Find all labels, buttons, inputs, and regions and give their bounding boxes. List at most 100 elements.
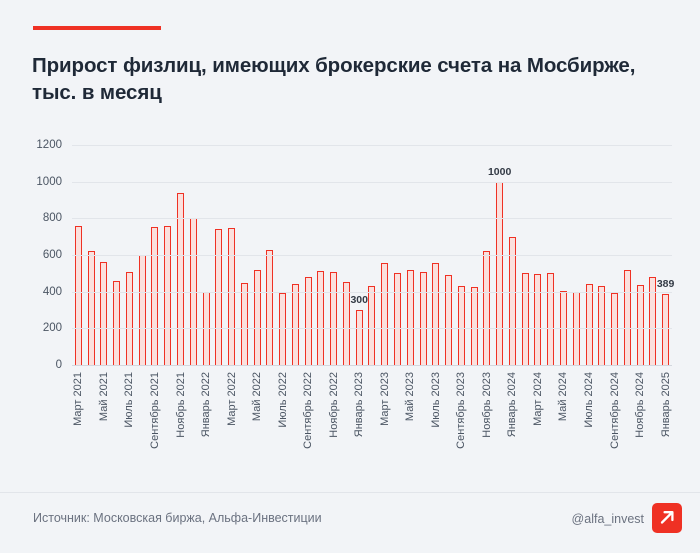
bar-item[interactable] (391, 145, 404, 365)
bar[interactable] (266, 250, 274, 365)
bar[interactable] (125, 272, 133, 365)
bar-item[interactable] (289, 145, 302, 365)
bar-item[interactable] (110, 145, 123, 365)
x-axis-tick-slot (110, 370, 123, 470)
bar-item[interactable] (506, 145, 519, 365)
bar[interactable] (636, 285, 644, 365)
bar-item[interactable]: 389 (657, 145, 674, 365)
bar[interactable] (304, 277, 312, 365)
bar[interactable] (406, 269, 414, 365)
x-axis-tick-slot: Сентябрь 2022 (302, 370, 315, 470)
x-axis-tick-label: Июль 2024 (583, 372, 595, 428)
bar[interactable] (240, 283, 248, 365)
bar-item[interactable] (149, 145, 162, 365)
bar[interactable] (508, 236, 516, 365)
bar-item[interactable] (315, 145, 328, 365)
y-axis: 0 200 400 600 800 1000 1200 (0, 132, 70, 371)
bar-item[interactable] (238, 145, 251, 365)
bar-item[interactable] (557, 145, 570, 365)
bar[interactable] (547, 273, 555, 365)
bar-item[interactable]: 300 (350, 145, 368, 365)
bar[interactable] (559, 290, 567, 365)
x-axis-tick-slot: Май 2023 (404, 370, 417, 470)
bar-item[interactable] (212, 145, 225, 365)
bar-item[interactable] (302, 145, 315, 365)
bar-item[interactable] (442, 145, 455, 365)
x-axis-tick-label: Январь 2024 (506, 372, 519, 438)
bar[interactable] (100, 262, 108, 365)
bar-item[interactable] (85, 145, 98, 365)
bar-item[interactable] (468, 145, 481, 365)
bar-item[interactable] (544, 145, 557, 365)
bar[interactable] (138, 255, 146, 365)
bar[interactable] (74, 225, 82, 365)
bar[interactable] (649, 277, 657, 365)
bar-item[interactable] (404, 145, 417, 365)
bar[interactable] (291, 284, 299, 365)
bar[interactable] (457, 286, 465, 365)
x-axis-tick-slot (366, 370, 379, 470)
gridline (72, 145, 672, 146)
bar-item[interactable] (455, 145, 468, 365)
x-axis-tick-slot (519, 370, 532, 470)
bar-item[interactable] (583, 145, 596, 365)
bar-item[interactable] (481, 145, 494, 365)
bar[interactable] (470, 287, 478, 365)
x-axis-tick-label: Январь 2022 (200, 372, 213, 438)
bar[interactable] (113, 280, 121, 365)
bar-item[interactable] (225, 145, 238, 365)
bar-item[interactable] (621, 145, 634, 365)
bar[interactable] (87, 251, 95, 365)
bar-item[interactable] (366, 145, 379, 365)
bar[interactable] (419, 271, 427, 365)
x-axis-tick-label: Май 2024 (557, 372, 570, 422)
bar-item[interactable] (98, 145, 111, 365)
bar[interactable] (496, 181, 504, 365)
diagonal-arrow-icon (652, 503, 682, 533)
x-axis-tick-slot: Май 2022 (251, 370, 264, 470)
bar[interactable] (355, 310, 363, 365)
bar[interactable] (381, 263, 389, 365)
bar-item[interactable] (340, 145, 353, 365)
bar[interactable] (317, 270, 325, 365)
bar-item[interactable] (251, 145, 264, 365)
bar[interactable] (445, 275, 453, 365)
y-axis-tick: 0 (55, 359, 62, 371)
bar-item[interactable] (174, 145, 187, 365)
bar[interactable] (662, 293, 670, 365)
bar-item[interactable] (417, 145, 430, 365)
bar[interactable] (598, 286, 606, 365)
gridline (72, 218, 672, 220)
bar[interactable] (215, 229, 223, 365)
bar[interactable] (534, 274, 542, 365)
bar-item[interactable] (378, 145, 391, 365)
bar-item[interactable] (634, 145, 647, 365)
y-axis-tick: 1200 (36, 139, 62, 151)
bar-item[interactable] (161, 145, 174, 365)
bar[interactable] (342, 281, 350, 365)
bar[interactable] (623, 269, 631, 365)
bar-item[interactable] (327, 145, 340, 365)
bar-item[interactable] (72, 145, 85, 365)
y-axis-tick: 400 (42, 285, 62, 298)
bar[interactable] (253, 269, 261, 365)
bar[interactable] (177, 192, 184, 365)
bar[interactable] (330, 272, 338, 365)
bar-item[interactable] (263, 145, 276, 365)
bar-item[interactable] (532, 145, 545, 365)
bar[interactable] (394, 273, 402, 365)
bar-item[interactable] (646, 145, 659, 365)
bar-item[interactable] (519, 145, 532, 365)
bar[interactable] (483, 251, 491, 365)
bar-item[interactable] (123, 145, 136, 365)
bar[interactable] (151, 226, 159, 365)
footer: Источник: Московская биржа, Альфа-Инвест… (0, 492, 700, 553)
bar-item[interactable] (595, 145, 608, 365)
bar[interactable] (521, 273, 529, 365)
bar[interactable] (432, 263, 440, 365)
bar[interactable] (585, 284, 593, 365)
bar[interactable] (228, 228, 236, 365)
bar-item[interactable] (429, 145, 442, 365)
bar[interactable] (368, 286, 376, 365)
bar[interactable] (164, 225, 172, 365)
